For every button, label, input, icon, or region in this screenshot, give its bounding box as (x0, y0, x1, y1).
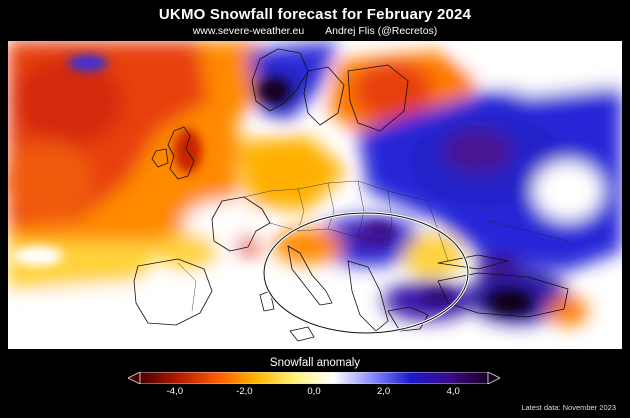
credits-line: www.severe-weather.eu Andrej Flis (@Recr… (0, 25, 630, 37)
colorbar-tick-label: -2,0 (236, 386, 253, 397)
colorbar-tick-label: -4,0 (166, 386, 183, 397)
footer-note: Latest data: November 2023 (521, 403, 616, 412)
snowfall-anomaly-map (8, 41, 622, 349)
website-credit: www.severe-weather.eu (192, 25, 305, 37)
map-canvas (8, 41, 622, 349)
colorbar-svg (127, 371, 501, 385)
chart-title: UKMO Snowfall forecast for February 2024 (158, 6, 472, 23)
colorbar-tick-label: 0,0 (307, 386, 321, 397)
author-credit: Andrej Flis (@Recretos) (325, 25, 438, 37)
colorbar-tick-label: 4,0 (446, 386, 460, 397)
legend-title: Snowfall anomaly (269, 357, 361, 369)
colorbar-arrow-left (127, 371, 141, 385)
colorbar-gradient (139, 371, 489, 385)
colorbar-tick-label: 2,0 (376, 386, 391, 397)
highlight-ellipse-outline (263, 212, 469, 334)
anomaly-detail (13, 55, 529, 312)
colorbar (127, 371, 501, 385)
colorbar-arrow-right (487, 371, 501, 385)
anomaly-field (8, 41, 622, 349)
coastlines (133, 48, 569, 342)
